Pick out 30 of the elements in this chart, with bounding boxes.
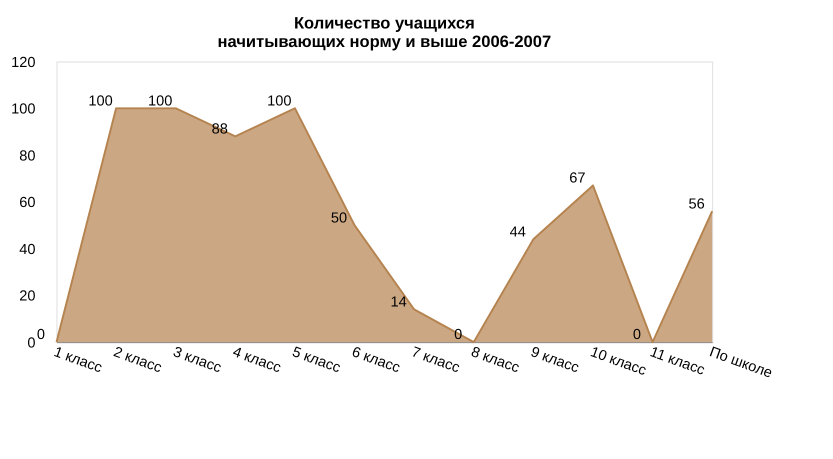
y-tick-label: 80: [19, 148, 36, 164]
y-tick-label: 40: [19, 242, 36, 258]
x-tick-label: 9 класс: [528, 344, 581, 376]
y-tick-label: 100: [11, 102, 36, 118]
x-tick-label: 1 класс: [52, 344, 104, 376]
x-tick-label: 5 класс: [290, 344, 343, 376]
x-tick-label: 6 класс: [350, 344, 402, 376]
y-tick-label: 60: [19, 195, 36, 212]
y-tick-label: 0: [27, 335, 36, 352]
data-label: 100: [88, 93, 113, 110]
x-tick-label: 10 класс: [588, 344, 648, 380]
y-tick-label: 20: [19, 288, 36, 305]
data-label: 56: [688, 196, 705, 212]
x-tick-label: 2 класс: [111, 344, 164, 376]
x-tick-label: 7 класс: [409, 344, 462, 376]
data-label: 0: [454, 327, 462, 344]
data-label: 44: [510, 224, 526, 240]
y-tick-label: 120: [11, 54, 36, 71]
x-tick-label: 3 класс: [170, 344, 224, 376]
x-tick-label: По школе: [707, 344, 774, 382]
data-label: 67: [569, 170, 586, 187]
data-label: 14: [390, 294, 407, 310]
x-tick-label: 4 класс: [230, 344, 283, 376]
data-label: 50: [330, 210, 348, 226]
chart-title: Количество учащихся начитывающих норму и выше 2006-2007: [218, 13, 552, 51]
data-label: 100: [148, 93, 172, 110]
x-tick-label: 11 класс: [648, 344, 707, 379]
data-label: 0: [632, 327, 642, 344]
data-label: 100: [267, 93, 292, 110]
x-tick-label: 8 класс: [468, 344, 522, 376]
